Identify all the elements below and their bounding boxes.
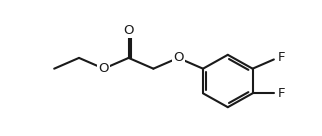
Text: F: F (277, 51, 285, 64)
Text: F: F (277, 87, 285, 100)
Text: O: O (99, 62, 109, 75)
Text: O: O (173, 51, 184, 64)
Text: O: O (123, 24, 134, 37)
